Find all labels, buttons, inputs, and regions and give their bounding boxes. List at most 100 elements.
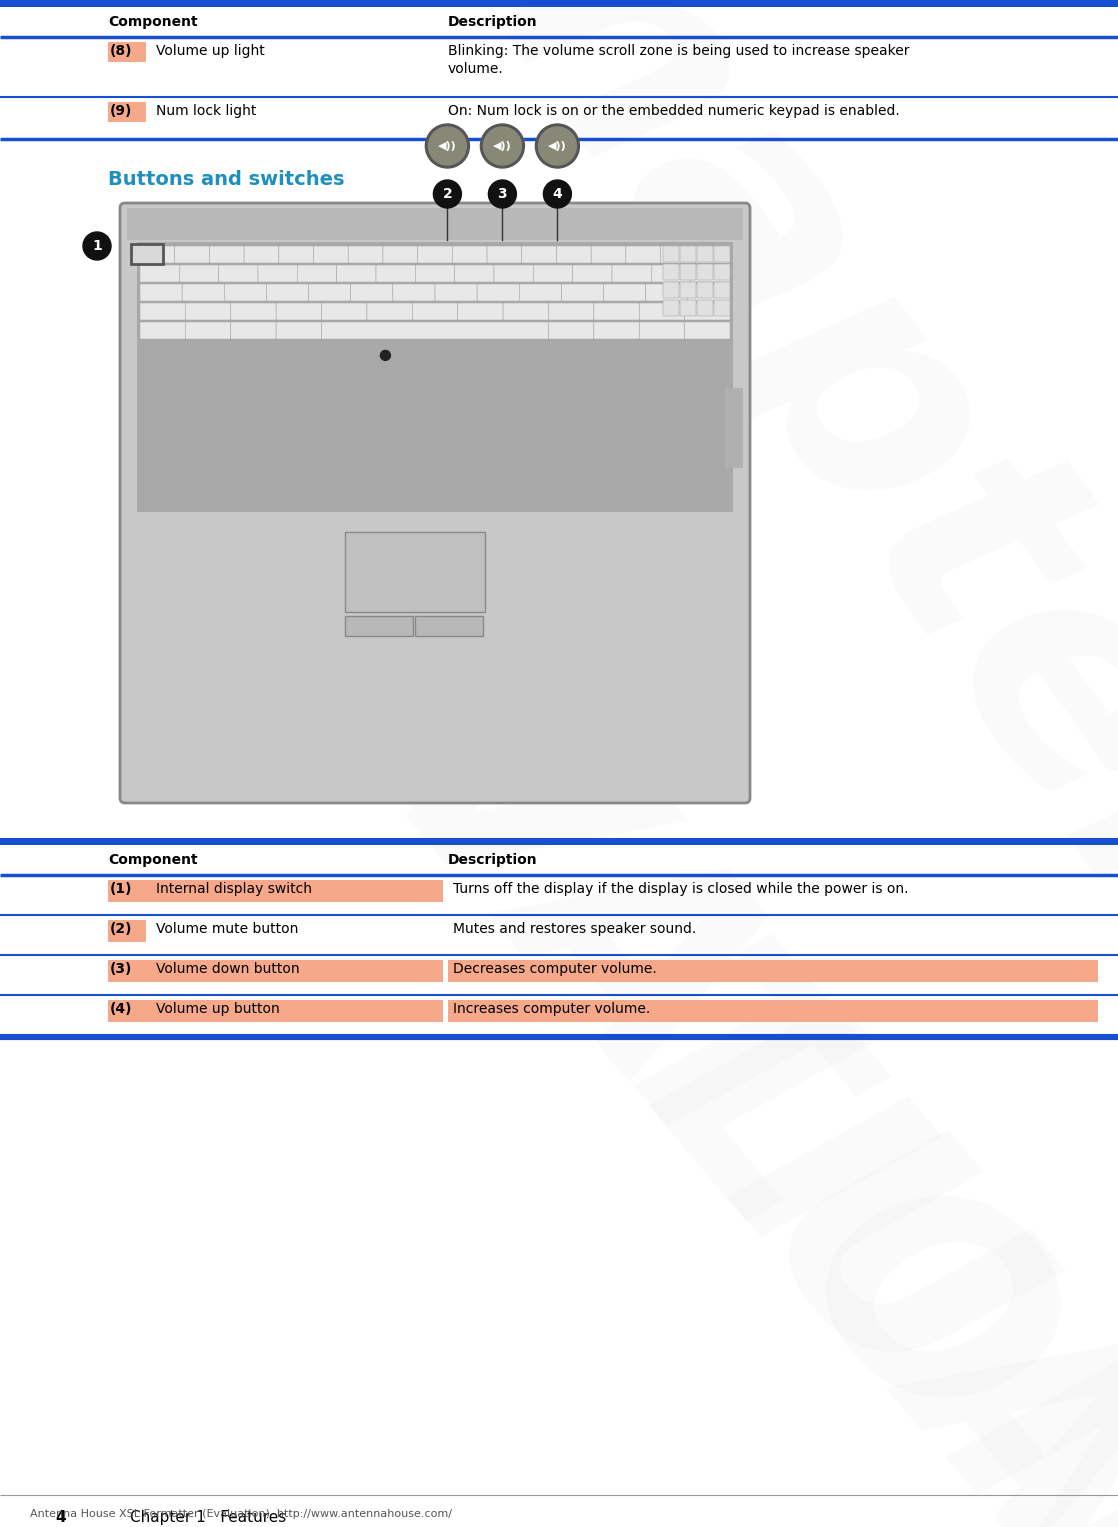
FancyBboxPatch shape bbox=[453, 246, 487, 263]
Text: Chapter 1   Features: Chapter 1 Features bbox=[130, 1510, 286, 1525]
Text: EVALUA: EVALUA bbox=[190, 479, 1118, 1527]
Text: 3: 3 bbox=[498, 186, 508, 202]
Circle shape bbox=[489, 180, 517, 208]
Text: Volume mute button: Volume mute button bbox=[157, 922, 299, 936]
Text: Component: Component bbox=[108, 854, 198, 867]
FancyBboxPatch shape bbox=[140, 322, 186, 339]
Text: 4: 4 bbox=[55, 1510, 66, 1525]
FancyBboxPatch shape bbox=[697, 264, 713, 279]
FancyBboxPatch shape bbox=[522, 246, 557, 263]
FancyBboxPatch shape bbox=[714, 246, 730, 263]
Text: Volume up button: Volume up button bbox=[157, 1002, 280, 1015]
FancyBboxPatch shape bbox=[680, 264, 697, 279]
FancyBboxPatch shape bbox=[383, 246, 418, 263]
Bar bbox=[345, 615, 413, 637]
FancyBboxPatch shape bbox=[688, 284, 730, 301]
FancyBboxPatch shape bbox=[278, 246, 313, 263]
FancyBboxPatch shape bbox=[572, 266, 612, 282]
FancyBboxPatch shape bbox=[276, 322, 322, 339]
FancyBboxPatch shape bbox=[225, 284, 266, 301]
FancyBboxPatch shape bbox=[639, 322, 684, 339]
FancyBboxPatch shape bbox=[503, 302, 549, 321]
FancyBboxPatch shape bbox=[594, 322, 639, 339]
Bar bbox=[108, 960, 146, 982]
FancyBboxPatch shape bbox=[684, 322, 730, 339]
FancyBboxPatch shape bbox=[337, 266, 376, 282]
FancyBboxPatch shape bbox=[697, 246, 713, 263]
Text: TION: TION bbox=[552, 922, 1118, 1527]
Circle shape bbox=[428, 127, 466, 165]
FancyBboxPatch shape bbox=[140, 266, 179, 282]
FancyBboxPatch shape bbox=[186, 322, 230, 339]
FancyBboxPatch shape bbox=[663, 282, 679, 298]
FancyBboxPatch shape bbox=[174, 246, 209, 263]
Circle shape bbox=[543, 180, 571, 208]
FancyBboxPatch shape bbox=[348, 246, 383, 263]
Text: (1): (1) bbox=[110, 883, 133, 896]
Bar bbox=[146, 960, 443, 982]
FancyBboxPatch shape bbox=[652, 266, 691, 282]
Text: Increases computer volume.: Increases computer volume. bbox=[453, 1002, 651, 1015]
FancyBboxPatch shape bbox=[266, 284, 309, 301]
Bar bbox=[146, 880, 443, 902]
FancyBboxPatch shape bbox=[680, 282, 697, 298]
FancyBboxPatch shape bbox=[663, 264, 679, 279]
FancyBboxPatch shape bbox=[230, 322, 276, 339]
Text: On: Num lock is on or the embedded numeric keypad is enabled.: On: Num lock is on or the embedded numer… bbox=[448, 104, 900, 118]
FancyBboxPatch shape bbox=[435, 284, 477, 301]
FancyBboxPatch shape bbox=[663, 246, 679, 263]
Text: Num lock light: Num lock light bbox=[157, 104, 256, 118]
FancyBboxPatch shape bbox=[244, 246, 278, 263]
Bar bbox=[0, 0, 1118, 8]
Text: Description: Description bbox=[448, 15, 538, 29]
Text: ◀)): ◀)) bbox=[493, 140, 512, 151]
FancyBboxPatch shape bbox=[413, 302, 457, 321]
FancyBboxPatch shape bbox=[351, 284, 392, 301]
Text: Mutes and restores speaker sound.: Mutes and restores speaker sound. bbox=[453, 922, 697, 936]
FancyBboxPatch shape bbox=[591, 246, 626, 263]
FancyBboxPatch shape bbox=[680, 246, 697, 263]
FancyBboxPatch shape bbox=[557, 246, 591, 263]
FancyBboxPatch shape bbox=[367, 302, 413, 321]
Bar bbox=[131, 244, 163, 264]
FancyBboxPatch shape bbox=[714, 299, 730, 316]
Text: Volume down button: Volume down button bbox=[157, 962, 300, 976]
FancyBboxPatch shape bbox=[691, 266, 730, 282]
FancyBboxPatch shape bbox=[376, 266, 415, 282]
FancyBboxPatch shape bbox=[140, 302, 186, 321]
FancyBboxPatch shape bbox=[549, 302, 594, 321]
Bar bbox=[448, 1000, 1098, 1022]
FancyBboxPatch shape bbox=[561, 284, 604, 301]
FancyBboxPatch shape bbox=[663, 299, 679, 316]
Circle shape bbox=[380, 350, 390, 360]
FancyBboxPatch shape bbox=[626, 246, 661, 263]
Text: Decreases computer volume.: Decreases computer volume. bbox=[453, 962, 656, 976]
FancyBboxPatch shape bbox=[140, 284, 182, 301]
Text: (8): (8) bbox=[110, 44, 133, 58]
FancyBboxPatch shape bbox=[487, 246, 522, 263]
Circle shape bbox=[434, 180, 462, 208]
Text: (2): (2) bbox=[110, 922, 133, 936]
Bar bbox=[345, 615, 413, 637]
Text: volume.: volume. bbox=[448, 63, 504, 76]
Circle shape bbox=[481, 124, 524, 168]
Circle shape bbox=[539, 127, 577, 165]
FancyBboxPatch shape bbox=[697, 282, 713, 298]
Bar bbox=[345, 531, 485, 612]
Text: 1: 1 bbox=[92, 240, 102, 253]
Bar bbox=[108, 880, 146, 902]
FancyBboxPatch shape bbox=[494, 266, 533, 282]
Text: Blinking: The volume scroll zone is being used to increase speaker: Blinking: The volume scroll zone is bein… bbox=[448, 44, 910, 58]
Circle shape bbox=[426, 124, 470, 168]
Text: ◀)): ◀)) bbox=[438, 140, 457, 151]
Text: Antenna House XSL Formatter (Evaluation)  http://www.antennahouse.com/: Antenna House XSL Formatter (Evaluation)… bbox=[30, 1509, 452, 1519]
Bar bbox=[448, 960, 1098, 982]
Text: Component: Component bbox=[108, 15, 198, 29]
FancyBboxPatch shape bbox=[549, 322, 594, 339]
Text: (4): (4) bbox=[110, 1002, 133, 1015]
FancyBboxPatch shape bbox=[120, 203, 750, 803]
FancyBboxPatch shape bbox=[661, 246, 695, 263]
FancyBboxPatch shape bbox=[457, 302, 503, 321]
FancyBboxPatch shape bbox=[533, 266, 572, 282]
Text: 2: 2 bbox=[443, 186, 453, 202]
